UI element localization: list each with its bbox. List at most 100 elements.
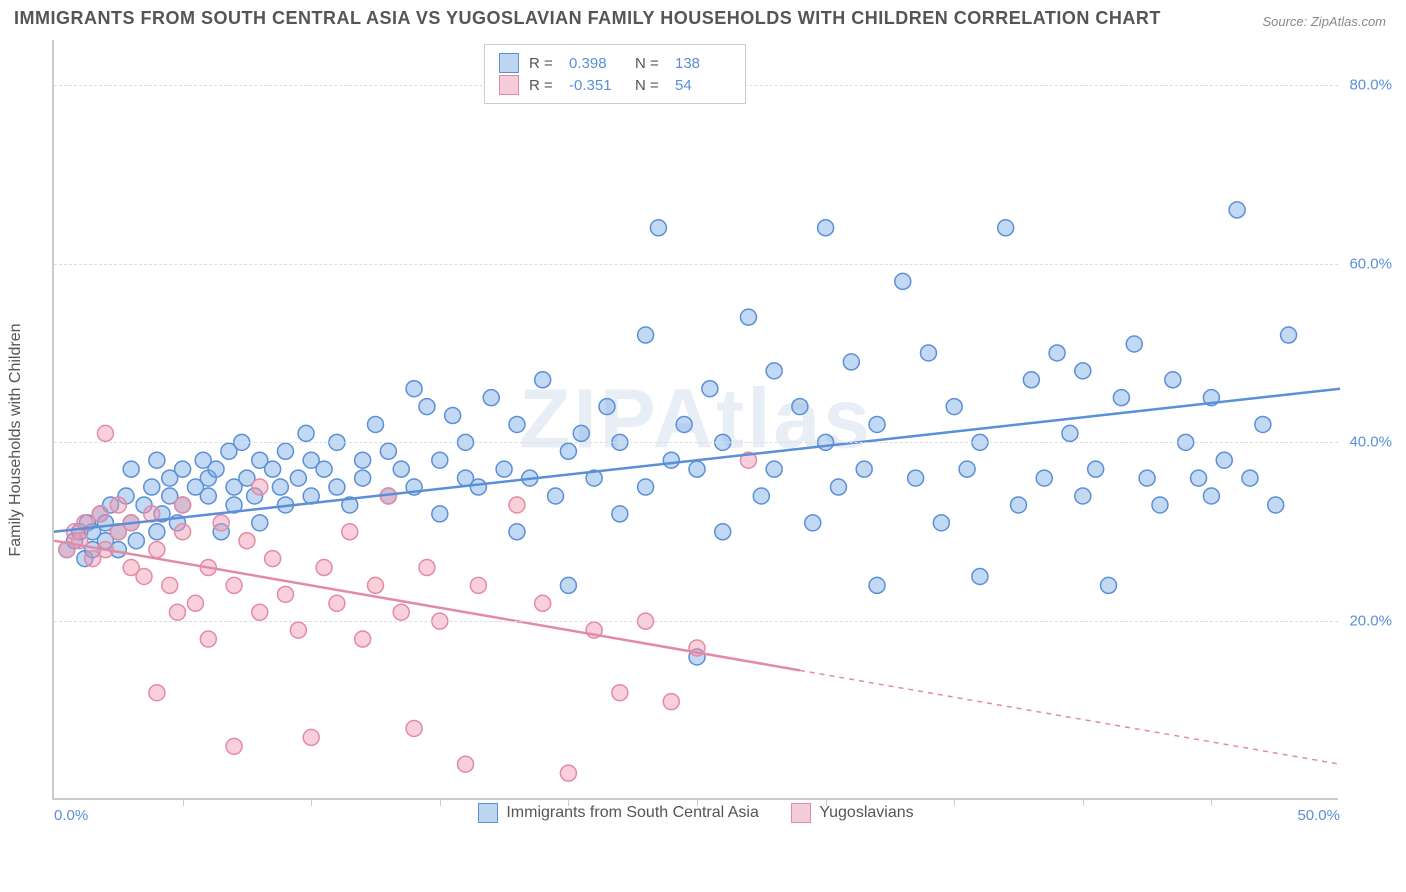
scatter-point (226, 577, 242, 593)
scatter-point (1191, 470, 1207, 486)
scatter-point (560, 443, 576, 459)
scatter-point (200, 631, 216, 647)
legend-label-2: Yugoslavians (819, 804, 913, 822)
scatter-point (753, 488, 769, 504)
legend-item-1: Immigrants from South Central Asia (478, 803, 759, 823)
scatter-point (303, 729, 319, 745)
scatter-point (959, 461, 975, 477)
scatter-point (136, 568, 152, 584)
scatter-point (509, 524, 525, 540)
scatter-point (329, 595, 345, 611)
scatter-point (368, 577, 384, 593)
scatter-point (470, 577, 486, 593)
scatter-point (342, 524, 358, 540)
scatter-point (496, 461, 512, 477)
scatter-point (483, 390, 499, 406)
scatter-point (818, 220, 834, 236)
scatter-point (1075, 363, 1091, 379)
scatter-point (265, 551, 281, 567)
scatter-point (239, 533, 255, 549)
r-value-1: 0.398 (569, 55, 625, 72)
scatter-point (1255, 416, 1271, 432)
scatter-point (329, 479, 345, 495)
scatter-point (856, 461, 872, 477)
swatch-series-2 (499, 75, 519, 95)
scatter-point (1062, 425, 1078, 441)
scatter-point (110, 497, 126, 513)
scatter-point (316, 461, 332, 477)
y-tick-label: 20.0% (1349, 613, 1392, 630)
scatter-point (689, 461, 705, 477)
scatter-point (316, 560, 332, 576)
scatter-point (252, 604, 268, 620)
scatter-point (920, 345, 936, 361)
scatter-point (869, 577, 885, 593)
scatter-point (1242, 470, 1258, 486)
trend-line (54, 389, 1340, 532)
scatter-point (1011, 497, 1027, 513)
legend-label-1: Immigrants from South Central Asia (506, 804, 759, 822)
scatter-point (560, 577, 576, 593)
stats-row-2: R = -0.351 N = 54 (499, 75, 731, 95)
trend-line-extrapolated (800, 670, 1340, 764)
scatter-point (406, 381, 422, 397)
n-label: N = (635, 55, 665, 72)
scatter-point (535, 372, 551, 388)
chart-area: Family Households with Children ZIPAtlas… (52, 40, 1392, 840)
scatter-point (355, 470, 371, 486)
scatter-point (265, 461, 281, 477)
scatter-point (869, 416, 885, 432)
r-label: R = (529, 77, 559, 94)
scatter-point (702, 381, 718, 397)
scatter-point (380, 443, 396, 459)
chart-title: IMMIGRANTS FROM SOUTH CENTRAL ASIA VS YU… (14, 8, 1161, 29)
r-value-2: -0.351 (569, 77, 625, 94)
scatter-point (355, 452, 371, 468)
scatter-point (144, 479, 160, 495)
scatter-point (1023, 372, 1039, 388)
y-tick-label: 80.0% (1349, 76, 1392, 93)
scatter-point (272, 479, 288, 495)
scatter-point (766, 461, 782, 477)
scatter-point (908, 470, 924, 486)
n-label: N = (635, 77, 665, 94)
scatter-point (548, 488, 564, 504)
scatter-point (663, 694, 679, 710)
scatter-point (1165, 372, 1181, 388)
scatter-point (393, 604, 409, 620)
y-tick-label: 60.0% (1349, 255, 1392, 272)
scatter-point (650, 220, 666, 236)
scatter-point (277, 443, 293, 459)
scatter-point (933, 515, 949, 531)
n-value-1: 138 (675, 55, 731, 72)
scatter-point (226, 738, 242, 754)
scatter-point (213, 515, 229, 531)
swatch-icon (478, 803, 498, 823)
scatter-point (393, 461, 409, 477)
scatter-point (1281, 327, 1297, 343)
scatter-point (175, 461, 191, 477)
scatter-point (1126, 336, 1142, 352)
swatch-series-1 (499, 53, 519, 73)
scatter-point (432, 452, 448, 468)
scatter-point (1216, 452, 1232, 468)
gridline (54, 264, 1338, 265)
scatter-point (97, 425, 113, 441)
scatter-point (1088, 461, 1104, 477)
series-legend: Immigrants from South Central Asia Yugos… (54, 803, 1338, 828)
scatter-point (419, 399, 435, 415)
scatter-point (972, 568, 988, 584)
y-tick-label: 40.0% (1349, 434, 1392, 451)
scatter-point (149, 452, 165, 468)
scatter-point (208, 461, 224, 477)
legend-item-2: Yugoslavians (791, 803, 913, 823)
scatter-point (169, 604, 185, 620)
scatter-point (715, 524, 731, 540)
swatch-icon (791, 803, 811, 823)
scatter-point (175, 497, 191, 513)
scatter-point (175, 524, 191, 540)
scatter-point (406, 720, 422, 736)
gridline (54, 442, 1338, 443)
source-credit: Source: ZipAtlas.com (1262, 14, 1386, 29)
scatter-point (895, 273, 911, 289)
